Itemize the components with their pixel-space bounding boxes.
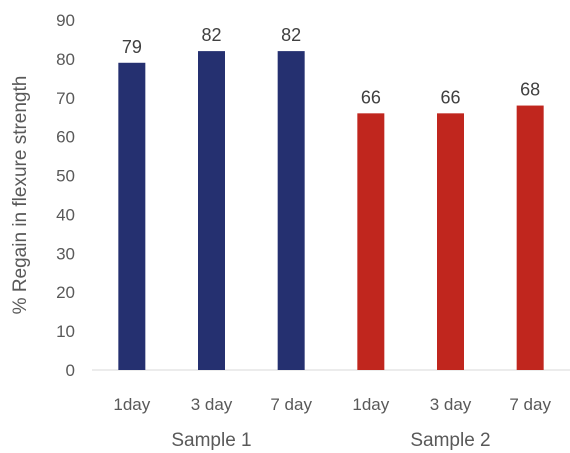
data-label: 66 [361, 87, 381, 107]
data-label: 82 [201, 25, 221, 45]
x-tick-label: 3 day [430, 395, 472, 414]
bar [118, 62, 146, 371]
bar [516, 105, 544, 371]
bar [277, 51, 305, 370]
data-label: 66 [440, 87, 460, 107]
x-tick-label: 7 day [270, 395, 312, 414]
x-tick-label: 1day [113, 395, 150, 414]
y-tick-label: 10 [56, 322, 75, 341]
group-label: Sample 1 [171, 430, 251, 451]
bar [437, 113, 464, 370]
x-tick-label: 1day [352, 395, 389, 414]
bars: 79 82 82 66 66 68 [118, 25, 544, 371]
x-tick-label: 3 day [191, 395, 233, 414]
y-tick-label: 0 [66, 361, 75, 380]
x-tick-label: 7 day [509, 395, 551, 414]
group-label: Sample 2 [410, 430, 490, 451]
y-tick-label: 30 [56, 244, 75, 263]
y-tick-label: 50 [56, 167, 75, 186]
data-label: 82 [281, 25, 301, 45]
bar [357, 113, 385, 370]
y-tick-label: 80 [56, 50, 75, 69]
data-label: 79 [122, 37, 142, 57]
y-tick-label: 60 [56, 128, 75, 147]
bar [198, 51, 225, 370]
group-labels: Sample 1 Sample 2 [171, 430, 490, 451]
y-axis: 0 10 20 30 40 50 60 70 80 90 [56, 11, 75, 380]
data-label: 68 [520, 80, 540, 100]
y-tick-label: 40 [56, 205, 75, 224]
category-labels: 1day 3 day 7 day 1day 3 day 7 day [113, 395, 551, 414]
y-tick-label: 70 [56, 89, 75, 108]
y-tick-label: 20 [56, 283, 75, 302]
y-tick-label: 90 [56, 11, 75, 30]
y-axis-title: % Regain in flexure strength [10, 76, 31, 315]
